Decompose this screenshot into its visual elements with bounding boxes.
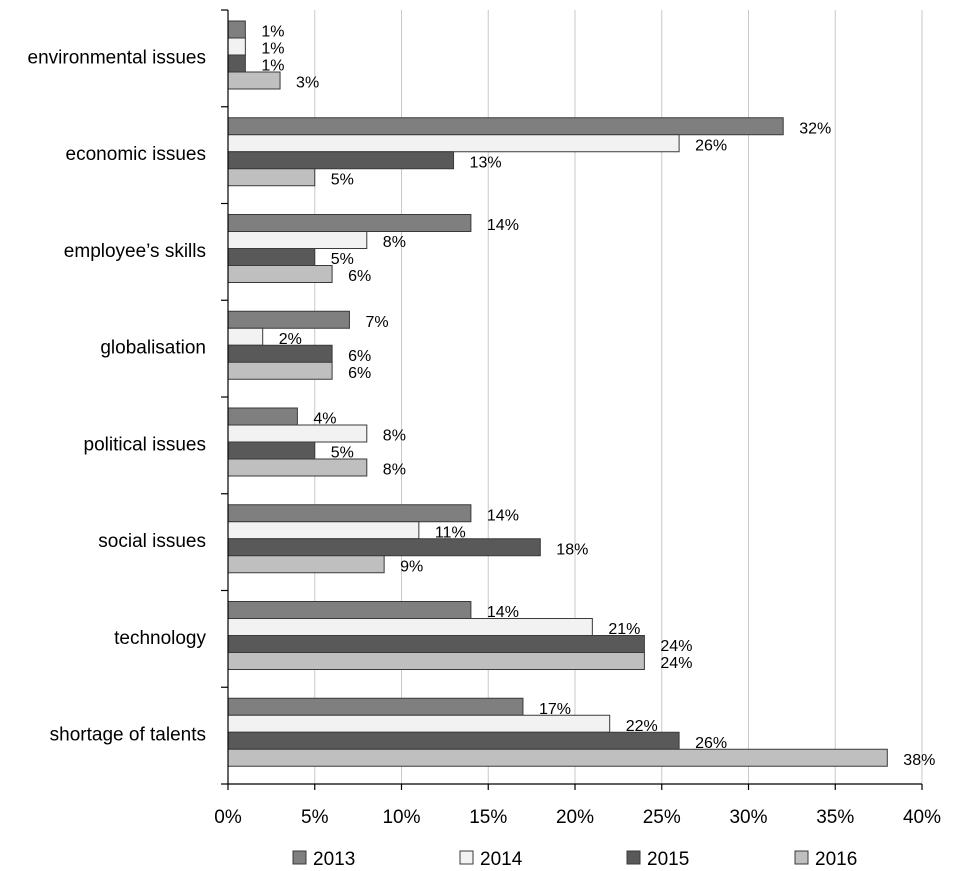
bar-2015 <box>227 54 246 73</box>
category-labels: environmental issues economic issues emplo… <box>28 47 207 745</box>
x-tick-label: 30% <box>729 807 767 828</box>
data-label: 21% <box>608 621 640 638</box>
bar-2015 <box>227 441 316 460</box>
bar-2015 <box>227 635 645 653</box>
legend-swatch-2016 <box>794 850 809 865</box>
category-label: environmental issues <box>28 47 206 68</box>
x-tick-label: 15% <box>469 807 507 828</box>
data-label: 1% <box>261 24 284 41</box>
bar-2013 <box>227 117 784 136</box>
bar-2014 <box>227 327 264 346</box>
bar-2016 <box>227 265 333 283</box>
category-label: employee’s skills <box>64 241 206 262</box>
bar-2015 <box>227 344 333 363</box>
data-label: 32% <box>799 120 831 137</box>
data-label: 14% <box>487 217 519 234</box>
data-label: 6% <box>348 365 371 382</box>
bar-2013 <box>227 601 472 619</box>
legend-swatch-2013 <box>292 850 307 865</box>
x-tick-label: 25% <box>643 807 681 828</box>
data-label: 11% <box>435 524 466 541</box>
bar-2014 <box>227 231 368 249</box>
bar-2016 <box>227 71 281 90</box>
bar-2013 <box>227 214 472 232</box>
data-label: 18% <box>556 541 588 558</box>
axes <box>221 9 923 790</box>
bar-2014 <box>227 618 593 636</box>
legend-swatch-2014 <box>459 850 474 865</box>
data-label: 1% <box>261 41 284 58</box>
bar-2016 <box>227 652 645 670</box>
data-label: 1% <box>261 58 284 75</box>
data-label: 5% <box>331 251 354 268</box>
bar-2014 <box>227 714 611 733</box>
data-label: 6% <box>348 348 371 365</box>
bar-2016 <box>227 458 368 477</box>
x-tick-label: 40% <box>903 807 941 828</box>
data-label: 8% <box>383 428 406 445</box>
data-label: 38% <box>903 752 935 769</box>
category-label: social issues <box>98 531 206 552</box>
data-label: 14% <box>487 507 519 524</box>
data-label: 17% <box>539 701 571 718</box>
bar-2014 <box>227 37 246 56</box>
bar-2013 <box>227 504 472 523</box>
bar-2016 <box>227 361 333 380</box>
data-label: 26% <box>695 137 727 154</box>
bar-2014 <box>227 134 680 153</box>
legend-label: 2014 <box>480 849 523 870</box>
legend: 2013 2014 2015 2016 <box>292 849 857 870</box>
category-label: political issues <box>84 434 207 455</box>
bar-2014 <box>227 424 368 443</box>
data-label: 6% <box>348 268 371 285</box>
data-label: 8% <box>383 234 406 251</box>
x-tick-label: 5% <box>301 807 329 828</box>
data-label: 8% <box>383 462 406 479</box>
bar-2016 <box>227 748 888 767</box>
bar-series <box>227 20 888 767</box>
data-label: 9% <box>400 558 423 575</box>
data-label: 3% <box>296 75 319 92</box>
bar-2013 <box>227 407 298 426</box>
data-labels: 1%1%1%3%32%26%13%5%14%8%5%6%7%2%6%6%4%8%… <box>261 24 935 769</box>
legend-label: 2016 <box>815 849 857 870</box>
data-label: 24% <box>660 655 692 672</box>
legend-label: 2015 <box>647 849 689 870</box>
x-tick-label: 0% <box>214 807 242 828</box>
bar-2016 <box>227 555 385 574</box>
category-label: economic issues <box>66 144 206 165</box>
bar-2015 <box>227 538 541 557</box>
bar-2015 <box>227 248 316 266</box>
bar-2013 <box>227 20 246 39</box>
bar-2015 <box>227 151 455 170</box>
x-tick-label: 20% <box>556 807 594 828</box>
bar-2013 <box>227 697 524 716</box>
data-label: 2% <box>279 331 302 348</box>
data-label: 14% <box>487 604 519 621</box>
category-label: shortage of talents <box>50 725 206 746</box>
legend-label: 2013 <box>313 849 355 870</box>
data-label: 5% <box>331 445 354 462</box>
category-label: technology <box>114 628 206 649</box>
bar-2014 <box>227 521 420 540</box>
data-label: 7% <box>365 314 388 331</box>
data-label: 26% <box>695 735 727 752</box>
category-label: globalisation <box>100 338 206 359</box>
bar-2015 <box>227 731 680 750</box>
data-label: 4% <box>313 411 336 428</box>
data-label: 13% <box>470 154 502 171</box>
data-label: 24% <box>660 638 692 655</box>
x-tick-labels: 0% 5% 10% 15% 20% 25% 30% 35% 40% <box>214 807 941 828</box>
data-label: 5% <box>331 171 354 188</box>
x-tick-label: 35% <box>816 807 854 828</box>
x-tick-label: 10% <box>382 807 420 828</box>
bar-2016 <box>227 168 316 187</box>
bar-2013 <box>227 310 350 329</box>
legend-swatch-2015 <box>626 850 641 865</box>
data-label: 22% <box>626 718 658 735</box>
